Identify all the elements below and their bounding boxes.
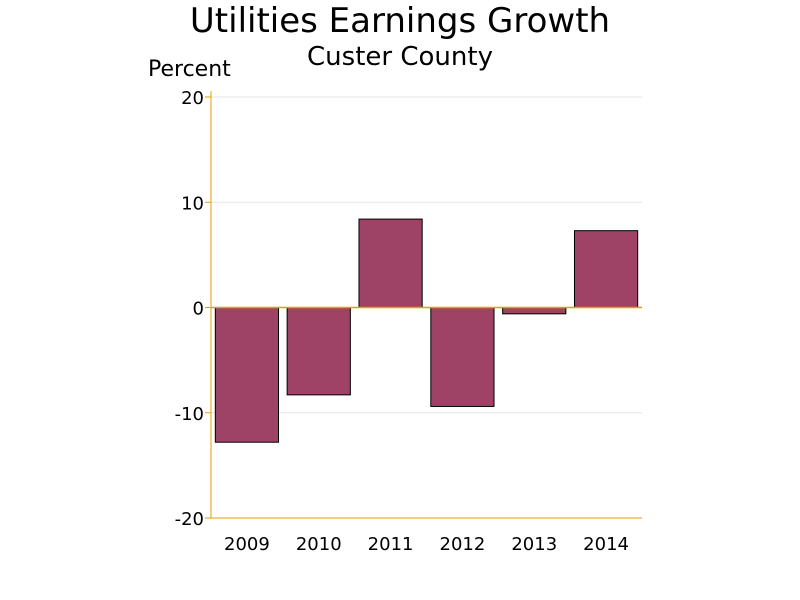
y-axis-ticks: 20 10 0 -10 -20 [175, 88, 211, 530]
x-tick-label: 2012 [440, 534, 486, 555]
y-tick-label: 20 [181, 88, 204, 109]
y-tick-label: 10 [181, 193, 204, 214]
y-tick-label: 0 [193, 299, 204, 320]
bars [214, 218, 639, 443]
y-tick-label: -10 [175, 404, 204, 425]
x-tick-label: 2011 [368, 534, 414, 555]
bar-2013 [502, 307, 567, 315]
x-tick-label: 2013 [511, 534, 557, 555]
chart-title: Utilities Earnings Growth [190, 1, 610, 41]
bar-2009 [214, 307, 280, 443]
x-tick-label: 2010 [296, 534, 342, 555]
x-axis-labels: 2009 2010 2011 2012 2013 2014 [224, 534, 629, 555]
bar-2011 [358, 218, 423, 308]
bar-2010 [286, 307, 351, 396]
x-tick-label: 2014 [583, 534, 629, 555]
y-axis-label: Percent [148, 57, 231, 82]
chart-subtitle: Custer County [307, 42, 493, 72]
x-tick-label: 2009 [224, 534, 270, 555]
y-tick-label: -20 [175, 509, 204, 530]
bar-2014 [573, 230, 639, 308]
axes [210, 91, 642, 519]
bar-2012 [430, 307, 495, 407]
